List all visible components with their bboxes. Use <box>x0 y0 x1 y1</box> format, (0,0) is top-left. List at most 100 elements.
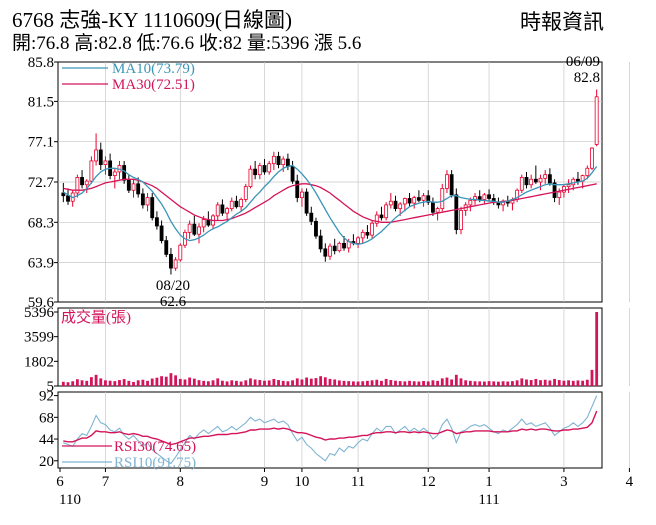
candle-body <box>407 198 412 204</box>
volume-bar <box>548 380 552 386</box>
volume-bar <box>366 380 369 386</box>
volume-bar <box>337 380 341 386</box>
volume-bar <box>277 380 280 386</box>
volume-bar <box>300 379 304 386</box>
candle-body <box>220 204 225 214</box>
candle-body <box>225 208 229 214</box>
candle-body <box>98 149 103 165</box>
volume-bar <box>398 381 402 386</box>
candle-body <box>89 160 94 182</box>
candle-body <box>84 180 89 186</box>
x-month-label: 6 <box>56 474 64 490</box>
candle-body <box>561 186 566 193</box>
volume-panel-frame <box>57 307 603 387</box>
candle-body <box>276 155 281 165</box>
volume-bar <box>482 381 486 386</box>
volume-tick-label: 3599 <box>24 330 54 346</box>
volume-bar <box>239 381 243 386</box>
price-tick-label: 68.3 <box>28 215 54 231</box>
volume-bar <box>473 381 477 386</box>
candle-body <box>416 197 421 201</box>
volume-bar <box>197 380 201 386</box>
volume-bar <box>328 378 332 386</box>
candle-body <box>229 200 234 209</box>
candle-body <box>547 174 552 184</box>
candle-body <box>285 158 290 167</box>
candle-body <box>243 186 248 200</box>
x-month-label: 10 <box>294 474 309 490</box>
volume-bar <box>431 380 435 386</box>
volume-bar <box>183 379 187 386</box>
candle-body <box>234 200 239 208</box>
candle-body <box>80 177 84 186</box>
candle-body <box>445 174 449 189</box>
volume-bar <box>445 377 449 386</box>
candle-body <box>384 204 389 219</box>
candle-body <box>533 178 538 183</box>
volume-bar <box>478 381 482 386</box>
rsi-tick-label: 68 <box>39 410 54 426</box>
volume-bar <box>230 380 234 386</box>
volume-bar <box>253 379 257 386</box>
candle-body <box>431 201 435 213</box>
candle-body <box>131 183 136 191</box>
volume-bar <box>146 380 149 386</box>
ma10-legend-label: MA10(73.79) <box>112 61 195 77</box>
candle-body <box>370 222 375 236</box>
volume-bar <box>412 381 416 386</box>
volume-bar <box>356 381 360 386</box>
volume-bar <box>80 380 84 386</box>
candle-body <box>154 217 159 227</box>
volume-bar <box>71 381 75 386</box>
candle-body <box>454 194 459 231</box>
price-tick-label: 81.5 <box>28 94 54 110</box>
candle-body <box>290 166 295 182</box>
candle-body <box>145 197 150 206</box>
volume-bar <box>576 380 580 386</box>
volume-bar <box>249 378 252 386</box>
price-tick-label: 72.7 <box>28 175 55 191</box>
candle-body <box>482 194 487 200</box>
volume-tick-label: 5 <box>47 379 55 395</box>
volume-bar <box>520 378 524 386</box>
candle-body <box>566 184 571 187</box>
candle-body <box>140 193 145 206</box>
candle-body <box>192 223 197 235</box>
volume-bar <box>450 379 454 386</box>
volume-bar <box>85 380 89 386</box>
volume-bar <box>169 373 173 386</box>
volume-bar <box>501 381 505 386</box>
volume-bar <box>90 377 93 386</box>
volume-bar <box>188 377 192 386</box>
volume-bar <box>595 312 599 386</box>
candle-body <box>585 167 590 176</box>
candle-body <box>473 196 477 201</box>
volume-bar <box>202 380 206 386</box>
low-value-annotation: 62.6 <box>160 294 187 310</box>
volume-bar <box>454 374 458 386</box>
candle-body <box>126 179 131 191</box>
candle-body <box>187 223 192 233</box>
price-tick-label: 63.9 <box>28 256 54 272</box>
volume-bar <box>323 377 327 386</box>
volume-bar <box>272 378 276 386</box>
x-month-label: 7 <box>102 474 110 490</box>
volume-bar <box>160 376 163 386</box>
volume-bar <box>375 379 379 386</box>
x-month-label: 11 <box>351 474 365 490</box>
volume-bar <box>590 369 594 386</box>
volume-tick-label: 1802 <box>24 354 54 370</box>
volume-bar <box>370 380 374 386</box>
candle-body <box>103 160 108 165</box>
candle-body <box>552 182 557 198</box>
candle-body <box>66 195 70 202</box>
volume-bar <box>127 380 131 386</box>
candle-body <box>253 168 258 176</box>
volume-bar <box>571 380 575 386</box>
volume-bar <box>136 380 140 386</box>
rsi30-legend-label: RSI30(74.65) <box>114 439 196 455</box>
candle-body <box>337 242 342 252</box>
candle-body <box>529 178 534 186</box>
volume-bar <box>426 381 430 386</box>
candle-body <box>122 165 127 181</box>
